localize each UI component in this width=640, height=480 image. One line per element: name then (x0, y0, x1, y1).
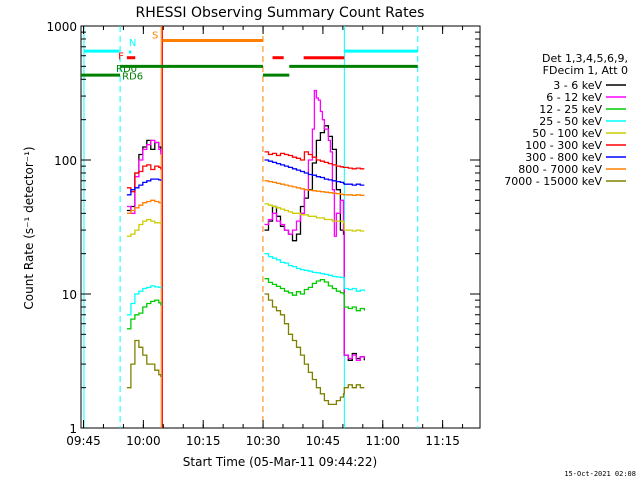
legend-header-line: FDecim 1, Att 0 (543, 64, 628, 77)
x-tick-label: 10:45 (306, 434, 341, 448)
x-tick-label: 10:15 (186, 434, 221, 448)
x-tick-label: 10:30 (246, 434, 281, 448)
series-5 (126, 151, 365, 193)
series-2 (126, 278, 365, 330)
legend-entry-label: 25 - 50 keV (539, 115, 602, 128)
legend-entry-label: 6 - 12 keV (546, 91, 602, 104)
series-line-0 (126, 139, 162, 212)
x-tick-label: 10:00 (126, 434, 161, 448)
series-line-2 (264, 278, 365, 312)
y-tick-label: 100 (54, 154, 77, 168)
series-line-5 (126, 164, 162, 193)
flag-label: F (118, 52, 124, 63)
plot-area (80, 25, 481, 429)
y-axis-label: Count Rate (s⁻¹ detector⁻¹) (22, 146, 36, 309)
x-tick-label: 09:45 (66, 434, 101, 448)
series-7 (126, 180, 365, 214)
flag-label: RD6 (122, 71, 143, 82)
flag-label: N (129, 38, 136, 49)
series-line-3 (126, 285, 162, 316)
y-tick-label: 10 (62, 288, 77, 302)
series-6 (126, 159, 365, 196)
series-line-5 (264, 151, 365, 170)
series-line-4 (126, 218, 162, 237)
timestamp-footer: 15-Oct-2021 02:08 (564, 470, 636, 478)
legend-entry-label: 12 - 25 keV (539, 103, 602, 116)
chart-title: RHESSI Observing Summary Count Rates (136, 5, 425, 21)
series-line-4 (264, 203, 365, 232)
flag-label: RD0 (116, 64, 137, 75)
series-line-2 (126, 299, 162, 330)
x-axis-label: Start Time (05-Mar-11 09:44:22) (183, 455, 377, 469)
legend-entry-label: 800 - 7000 keV (518, 163, 602, 176)
flag-label: S (152, 30, 158, 41)
series-lines (83, 26, 419, 428)
legend: Det 1,3,4,5,6,9,FDecim 1, Att 0 3 - 6 keV… (504, 52, 628, 188)
legend-entry-label: 3 - 6 keV (553, 79, 602, 92)
x-tick-label: 11:15 (425, 434, 460, 448)
series-4 (126, 203, 365, 237)
legend-entry-label: 100 - 300 keV (525, 139, 602, 152)
series-1 (126, 89, 365, 361)
legend-header-line: Det 1,3,4,5,6,9, (542, 52, 628, 65)
legend-entry-label: 50 - 100 keV (532, 127, 602, 140)
legend-entry-label: 300 - 800 keV (525, 151, 602, 164)
series-line-7 (126, 199, 161, 214)
y-tick-label: 1 (69, 422, 77, 436)
axes: 09:45 10:00 10:15 10:30 10:45 11:00 11:15 1 10 10… (46, 20, 480, 448)
series-line-0 (264, 125, 365, 361)
series-line-1 (264, 89, 365, 361)
series-line-8 (264, 293, 365, 406)
series-line-8 (126, 339, 162, 389)
series-line-7 (264, 180, 365, 196)
plot-frame (80, 25, 481, 429)
x-tick-label: 11:00 (365, 434, 400, 448)
series-8 (126, 293, 365, 406)
series-line-1 (126, 139, 162, 214)
series-3 (126, 253, 365, 316)
series-line-6 (126, 178, 162, 196)
series-line-6 (264, 159, 365, 186)
legend-entry-label: 7000 - 15000 keV (504, 175, 602, 188)
series-line-3 (264, 253, 365, 292)
y-tick-label: 1000 (46, 20, 77, 34)
